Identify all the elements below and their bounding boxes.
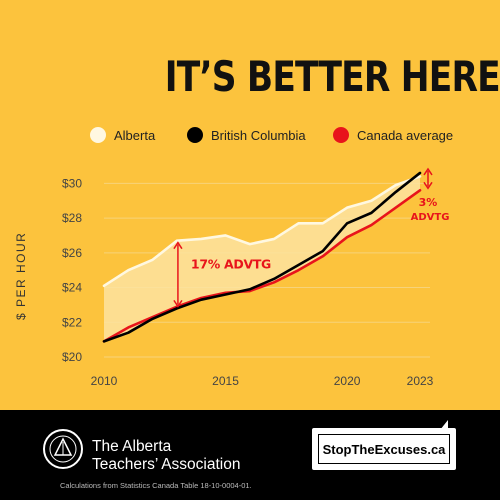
advantage-arrow-3-head-bottom <box>423 181 433 190</box>
source-note: Calculations from Statistics Canada Tabl… <box>60 481 252 490</box>
advantage-area <box>104 176 420 342</box>
x-tick-label: 2010 <box>91 374 118 388</box>
organization-name-line1: The Alberta <box>92 438 172 455</box>
cta-link[interactable]: StopTheExcuses.ca <box>318 434 450 464</box>
annotations: 17% ADVTG 3% ADVTG <box>173 167 450 308</box>
canada-line <box>102 189 422 343</box>
y-axis-label: $ PER HOUR <box>14 231 28 320</box>
legend-label-alberta: Alberta <box>114 127 156 143</box>
legend-swatch-alberta <box>90 127 106 143</box>
x-axis-ticks: 2010 2015 2020 2023 <box>91 374 434 388</box>
annotation-3-label-line2: ADVTG <box>411 212 450 223</box>
y-tick-label: $30 <box>62 176 82 190</box>
organization-name: The Alberta Teachers’ Association <box>92 438 240 474</box>
y-tick-label: $28 <box>62 211 82 225</box>
advantage-arrow-17-head-bottom <box>173 299 183 308</box>
y-axis-ticks: $20 $22 $24 $26 $28 $30 <box>62 176 82 364</box>
legend-swatch-canada <box>333 127 349 143</box>
legend-item-alberta: Alberta <box>90 127 155 143</box>
legend-label-bc: British Columbia <box>211 127 306 143</box>
annotation-3-label-line1: 3% <box>419 196 438 209</box>
cta-box[interactable]: StopTheExcuses.ca <box>312 428 456 470</box>
legend-swatch-bc <box>187 127 203 143</box>
advantage-arrow-17 <box>173 241 183 308</box>
x-tick-label: 2015 <box>212 374 239 388</box>
y-tick-label: $22 <box>62 315 82 329</box>
advantage-arrow-3 <box>423 167 433 190</box>
ata-seal-icon <box>43 429 83 469</box>
annotation-17-label: 17% ADVTG <box>191 256 271 271</box>
wage-chart: $20 $22 $24 $26 $28 $30 2010 2015 2020 2023 17% … <box>62 167 450 388</box>
y-tick-label: $24 <box>62 281 82 295</box>
speech-bubble-tail <box>440 420 448 430</box>
series-lines <box>102 171 422 343</box>
advantage-fill <box>104 176 420 342</box>
x-tick-label: 2020 <box>334 374 361 388</box>
y-tick-label: $20 <box>62 350 82 364</box>
legend-label-canada: Canada average <box>357 127 454 143</box>
advantage-arrow-3-head-top <box>423 167 433 176</box>
x-tick-label: 2023 <box>407 374 434 388</box>
legend-item-canada: Canada average <box>333 127 453 143</box>
bc-line <box>102 171 422 343</box>
advantage-arrow-17-head-top <box>173 241 183 250</box>
alberta-line <box>102 175 422 288</box>
organization-name-line2: Teachers’ Association <box>92 456 241 473</box>
y-tick-label: $26 <box>62 246 82 260</box>
legend: Alberta British Columbia Canada average <box>0 127 500 151</box>
legend-item-bc: British Columbia <box>187 127 306 143</box>
headline: IT’S BETTER HERE? <box>164 52 500 101</box>
